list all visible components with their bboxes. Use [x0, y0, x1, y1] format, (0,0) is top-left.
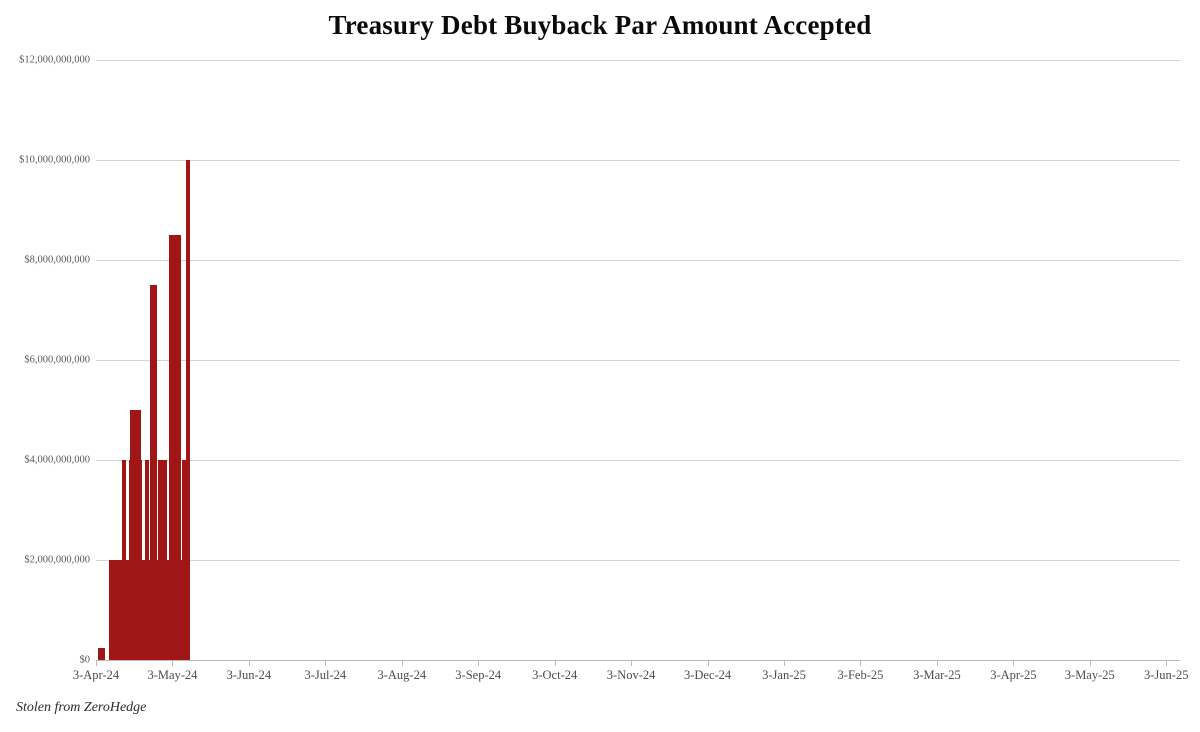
x-axis-tick-label: 3-Apr-24: [72, 668, 120, 682]
y-axis-tick-label: $6,000,000,000: [24, 354, 90, 366]
x-axis-tickmark: [860, 660, 862, 666]
x-axis-tick-label: 3-Sep-24: [455, 668, 502, 682]
x-axis-tickmark: [96, 660, 97, 666]
x-axis-tickmark: [1013, 660, 1015, 666]
plot-area: [96, 60, 1180, 666]
bar: [176, 235, 181, 660]
gridline: [96, 160, 1180, 161]
x-axis-tickmark: [1166, 660, 1168, 666]
page-title: Treasury Debt Buyback Par Amount Accepte…: [328, 10, 872, 40]
x-axis-tickmark: [1089, 660, 1091, 666]
bar: [133, 410, 138, 660]
bar: [185, 160, 190, 660]
x-axis-tickmark: [478, 660, 480, 666]
y-axis-tick-label: $4,000,000,000: [24, 454, 90, 466]
x-axis-tickmark: [325, 660, 327, 666]
bar: [159, 460, 164, 660]
x-axis-tick-label: 3-Jun-24: [226, 668, 272, 682]
x-axis-tickmark: [631, 660, 633, 666]
gridline: [96, 660, 1180, 661]
watermark-label: Stolen from ZeroHedge: [16, 700, 147, 715]
x-axis-tickmark: [936, 660, 938, 666]
x-axis-tick-label: 3-Apr-25: [990, 668, 1037, 682]
x-axis-tickmark: [172, 660, 174, 666]
gridline: [96, 260, 1180, 261]
bar: [100, 647, 105, 660]
x-axis-tick-label: 3-May-25: [1064, 668, 1115, 682]
bar: [122, 460, 127, 660]
x-axis-tick-label: 3-Nov-24: [606, 668, 656, 682]
x-axis-tick-label: 3-Jul-24: [304, 668, 347, 682]
gridline: [96, 60, 1180, 61]
bar: [177, 460, 182, 660]
bar: [124, 560, 129, 660]
x-axis-tick-label: 3-Mar-25: [913, 668, 961, 682]
bar: [181, 460, 186, 660]
x-axis-tick-label: 3-Dec-24: [683, 668, 732, 682]
x-axis-tick-label: 3-Jun-25: [1144, 668, 1189, 682]
bar: [111, 635, 116, 660]
x-axis-tick-label: 3-Aug-24: [377, 668, 427, 682]
gridline: [96, 560, 1180, 561]
x-axis-tickmark: [784, 660, 785, 666]
x-axis-tick-label: 3-May-24: [147, 668, 198, 682]
bar: [137, 460, 142, 660]
x-axis-tick-label: 3-Feb-25: [837, 668, 884, 682]
bar: [169, 235, 174, 660]
gridline: [96, 460, 1180, 461]
x-axis-tick-label: 3-Jan-25: [762, 668, 806, 682]
y-axis-tick-label: $10,000,000,000: [19, 154, 90, 166]
y-axis-tick-label: $2,000,000,000: [24, 554, 90, 566]
bar: [125, 635, 130, 660]
bar: [141, 560, 146, 660]
gridline: [96, 360, 1180, 361]
bar: [163, 460, 168, 660]
x-axis-tickmark: [401, 660, 403, 666]
bar: [134, 560, 139, 660]
bar: [109, 560, 114, 660]
bar: [116, 560, 121, 660]
x-axis-tickmark: [248, 660, 250, 666]
bar: [152, 285, 157, 660]
y-axis-tick-label: $8,000,000,000: [24, 254, 90, 266]
x-axis-tickmark: [707, 660, 709, 666]
x-axis-tick-label: 3-Oct-24: [532, 668, 578, 682]
y-axis-tick-label: $12,000,000,000: [19, 54, 90, 66]
bar: [119, 560, 124, 660]
y-axis-tick-label: $0: [79, 654, 91, 666]
x-axis-tickmark: [554, 660, 556, 666]
